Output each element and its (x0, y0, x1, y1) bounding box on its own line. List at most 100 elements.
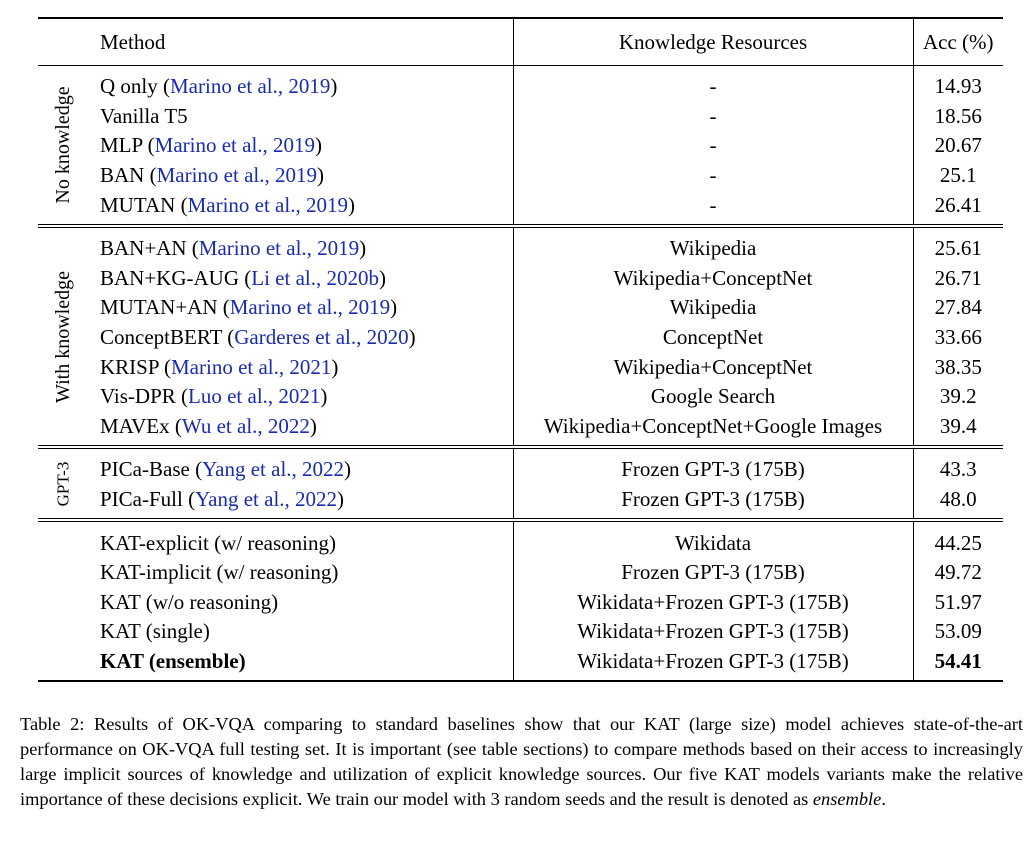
accuracy-cell: 53.09 (912, 617, 1003, 647)
accuracy-cell: 51.97 (912, 587, 1003, 618)
resources-cell: Frozen GPT-3 (175B) (512, 445, 913, 485)
resources-cell: - (512, 131, 913, 161)
citation-link[interactable]: Garderes et al., 2020 (234, 325, 409, 350)
results-table: Method Knowledge Resources Acc (%) No kn… (38, 17, 1003, 683)
citation-close-paren: ) (320, 384, 328, 409)
table-caption: Table 2: Results of OK-VQA comparing to … (20, 712, 1023, 812)
table-row: GPT-3 PICa-Base (Yang et al., 2022) Frozen… (38, 445, 1003, 521)
citation-link[interactable]: Luo et al., 2021 (188, 384, 321, 409)
citation-close-paren: ) (330, 74, 338, 99)
citation-close-paren: ) (408, 325, 416, 350)
citation-open-paren: ( (186, 236, 199, 261)
resources-cell: - (512, 160, 913, 191)
citation-close-paren: ) (337, 487, 345, 512)
accuracy-cell: 54.41 (912, 646, 1003, 683)
citation-link[interactable]: Yang et al., 2022 (195, 487, 338, 512)
table-row: ConceptBERT (Garderes et al., 2020) Conce… (38, 322, 1003, 353)
resources-cell: ConceptNet (512, 322, 913, 353)
table-row: BAN+KG-AUG (Li et al., 2020b) Wikipedia+C… (38, 263, 1003, 294)
citation-open-paren: ( (239, 265, 252, 290)
table-row: MUTAN (Marino et al., 2019) -26.41 (38, 190, 1003, 226)
citation-open-paren: ( (142, 133, 155, 158)
method-name: KAT (ensemble) (100, 648, 246, 673)
resources-cell: Wikidata+Frozen GPT-3 (175B) (512, 587, 913, 618)
method-name: KAT-explicit (w/ reasoning) (100, 530, 337, 555)
caption-end: . (881, 789, 886, 809)
group-label-cell (38, 518, 88, 683)
table-row: KAT (ensemble) Wikidata+Frozen GPT-3 (175… (38, 646, 1003, 683)
table-row: No knowledge Q only (Marino et al., 2019)… (38, 64, 1003, 226)
citation-link[interactable]: Li et al., 2020b (251, 265, 379, 290)
table-row: With knowledge BAN+AN (Marino et al., 201… (38, 223, 1003, 448)
method-cell: KAT (ensemble) (88, 646, 513, 683)
resources-cell: Google Search (512, 381, 913, 412)
citation-link[interactable]: Marino et al., 2019 (198, 236, 360, 261)
citation-open-paren: ( (175, 192, 188, 217)
method-name: MUTAN (100, 192, 176, 217)
method-cell: KAT-implicit (w/ reasoning) (88, 558, 513, 588)
resources-header: Knowledge Resources (512, 17, 913, 66)
table-row: KAT-implicit (w/ reasoning) Frozen GPT-3 … (38, 557, 1003, 588)
method-name: BAN+AN (100, 236, 187, 261)
method-name: Vis-DPR (100, 384, 176, 409)
resources-cell: Wikidata+Frozen GPT-3 (175B) (512, 617, 913, 647)
caption-emphasis: ensemble (812, 789, 882, 809)
method-name: KAT (w/o reasoning) (100, 589, 279, 614)
table-body: No knowledge Q only (Marino et al., 2019)… (38, 64, 1003, 683)
citation-open-paren: ( (175, 384, 189, 409)
method-cell: MAVEx (Wu et al., 2022) (88, 412, 513, 448)
method-cell: KAT-explicit (w/ reasoning) (88, 518, 513, 558)
citation-link[interactable]: Yang et al., 2022 (202, 457, 345, 482)
table-row: BAN (Marino et al., 2019) -25.1 (38, 160, 1003, 191)
citation-close-paren: ) (344, 457, 352, 482)
citation-link[interactable]: Marino et al., 2019 (170, 74, 331, 99)
citation-close-paren: ) (390, 295, 398, 320)
method-name: Vanilla T5 (100, 103, 188, 128)
resources-cell: Wikipedia+ConceptNet (512, 263, 913, 294)
citation-close-paren: ) (331, 354, 339, 379)
citation-open-paren: ( (182, 487, 196, 512)
accuracy-cell: 39.4 (912, 411, 1003, 448)
citation-close-paren: ) (359, 236, 367, 261)
citation-link[interactable]: Marino et al., 2019 (154, 133, 316, 158)
accuracy-cell: 49.72 (912, 557, 1003, 588)
citation-link[interactable]: Marino et al., 2019 (156, 163, 317, 188)
group-label-cell: With knowledge (38, 223, 88, 448)
resources-cell: Wikipedia+ConceptNet+Google Images (512, 411, 913, 448)
accuracy-cell: 48.0 (912, 484, 1003, 521)
accuracy-cell: 14.93 (912, 64, 1003, 102)
accuracy-cell: 25.61 (912, 223, 1003, 264)
accuracy-cell: 26.71 (912, 263, 1003, 294)
citation-link[interactable]: Wu et al., 2022 (181, 413, 310, 438)
method-cell: Q only (Marino et al., 2019) (88, 64, 513, 102)
citation-open-paren: ( (157, 74, 170, 99)
table-row: KAT (single) Wikidata+Frozen GPT-3 (175B)… (38, 617, 1003, 647)
citation-link[interactable]: Marino et al., 2021 (171, 354, 332, 379)
method-name: KRISP (100, 354, 159, 379)
table-row: MLP (Marino et al., 2019) -20.67 (38, 131, 1003, 161)
citation-open-paren: ( (158, 354, 171, 379)
method-name: MAVEx (100, 413, 170, 438)
citation-open-paren: ( (144, 163, 157, 188)
table-row: Vanilla T5 -18.56 (38, 101, 1003, 132)
accuracy-cell: 18.56 (912, 101, 1003, 132)
method-name: KAT-implicit (w/ reasoning) (100, 560, 339, 585)
accuracy-cell: 38.35 (912, 352, 1003, 382)
citation-link[interactable]: Marino et al., 2019 (229, 295, 391, 320)
resources-cell: Frozen GPT-3 (175B) (512, 484, 913, 521)
table-row: KAT-explicit (w/ reasoning) Wikidata 44.25 (38, 518, 1003, 683)
method-cell: BAN+KG-AUG (Li et al., 2020b) (88, 264, 513, 294)
method-name: BAN (100, 163, 145, 188)
method-header: Method (88, 17, 513, 66)
citation-link[interactable]: Marino et al., 2019 (187, 192, 348, 217)
resources-cell: Wikipedia+ConceptNet (512, 352, 913, 382)
method-name: PICa-Base (100, 457, 190, 482)
table-header-row: Method Knowledge Resources Acc (%) (38, 17, 1003, 66)
resources-cell: Wikidata (512, 518, 913, 558)
method-cell: MLP (Marino et al., 2019) (88, 131, 513, 161)
method-name: BAN+KG-AUG (100, 265, 240, 290)
accuracy-cell: 27.84 (912, 293, 1003, 323)
method-name: ConceptBERT (100, 325, 223, 350)
citation-open-paren: ( (217, 295, 230, 320)
citation-close-paren: ) (316, 163, 324, 188)
